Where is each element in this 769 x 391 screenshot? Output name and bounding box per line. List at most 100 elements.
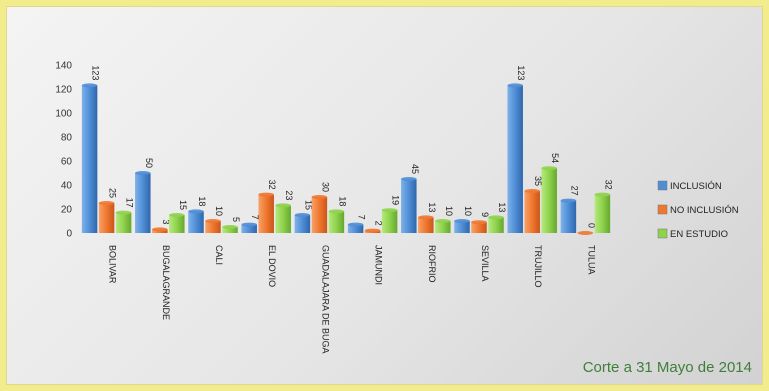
data-label: 13 [497, 202, 507, 212]
bar [541, 168, 557, 233]
data-label: 32 [603, 180, 613, 190]
bar [454, 221, 470, 233]
data-label: 10 [214, 206, 224, 216]
bar [418, 217, 434, 233]
legend-label: NO INCLUSIÓN [670, 205, 739, 216]
bars: 123 25 17 50 3 15 18 10 5 7 32 23 15 30 18 7 2 19 45 13 10 10… [81, 65, 613, 235]
legend-swatch [657, 228, 668, 239]
bar [222, 227, 238, 233]
y-tick-label: 60 [61, 157, 73, 168]
data-label: 15 [178, 200, 188, 210]
bar [507, 85, 523, 234]
bar-top [275, 203, 291, 208]
data-label: 7 [250, 215, 260, 220]
data-label: 9 [480, 212, 490, 217]
bar [347, 224, 364, 233]
footnote: Corte a 31 Mayo de 2014 [583, 359, 752, 376]
bar-top [81, 83, 98, 88]
bar [328, 211, 345, 233]
bar-top [524, 189, 540, 193]
bar-top [471, 220, 487, 225]
category-label: GUADALAJARA DE BUGA [320, 245, 330, 354]
x-axis: BOLIVAR BUGALAGRANDE CALI EL DOVIO GUADALAJA… [108, 245, 597, 354]
data-label: 7 [357, 215, 367, 220]
bar [435, 221, 451, 233]
bar [135, 173, 151, 233]
bar-top [98, 201, 115, 205]
bar [98, 203, 115, 233]
bar-top [169, 213, 185, 217]
data-label: 10 [463, 206, 473, 216]
legend-swatch [657, 204, 668, 215]
bar-top [594, 192, 611, 197]
y-axis: 0 20 40 60 80 100 120 140 [55, 61, 72, 240]
data-label: 10 [444, 206, 454, 216]
bar [258, 194, 274, 233]
bar [594, 194, 611, 233]
bar [275, 205, 291, 233]
y-tick-label: 20 [61, 205, 73, 216]
legend-swatch [657, 180, 668, 191]
data-label: 27 [569, 186, 579, 196]
bar-top [152, 227, 168, 232]
data-label: 18 [197, 196, 207, 206]
bar-top [347, 222, 364, 227]
category-label: SEVILLA [480, 245, 490, 282]
data-label: 17 [125, 198, 135, 208]
bar-top [241, 222, 257, 227]
bar-top [115, 210, 132, 215]
bar [381, 210, 398, 233]
data-label: 35 [533, 176, 543, 186]
bar [188, 211, 204, 233]
bar-top [577, 231, 594, 235]
category-label: BUGALAGRANDE [161, 245, 171, 320]
data-label: 50 [144, 158, 154, 168]
bar [241, 224, 257, 233]
bar-top [311, 195, 328, 199]
category-label: JAMUNDI [374, 245, 384, 285]
category-label: RIOFRIO [427, 245, 437, 283]
bar [169, 215, 185, 233]
category-label: TRUJILLO [533, 245, 543, 288]
data-label: 13 [427, 202, 437, 212]
bar [560, 200, 577, 233]
data-label: 23 [284, 190, 294, 200]
data-label: 54 [550, 153, 560, 163]
bar-top [222, 225, 238, 229]
bar-top [364, 228, 381, 233]
bar-top [454, 219, 470, 223]
bar [205, 221, 221, 233]
bar [471, 222, 487, 233]
data-label: 123 [91, 65, 101, 80]
category-label: EL DOVIO [267, 245, 277, 287]
data-label: 32 [267, 180, 277, 190]
legend: INCLUSIÓN NO INCLUSIÓN EN ESTUDIO [657, 180, 739, 240]
bar-top [188, 209, 204, 214]
bar-top [328, 209, 345, 214]
chart-panel [6, 6, 763, 385]
bar [294, 215, 311, 233]
y-tick-label: 120 [55, 85, 72, 96]
bar-top [418, 215, 434, 220]
data-label: 19 [391, 195, 401, 205]
data-label: 123 [516, 65, 526, 80]
y-tick-label: 80 [61, 133, 73, 144]
data-label: 45 [410, 164, 420, 174]
bar-top [381, 208, 398, 213]
data-label: 3 [161, 219, 171, 224]
bar [311, 197, 328, 233]
bar-top [435, 219, 451, 223]
bar-top [488, 215, 504, 220]
bar-top [541, 166, 557, 171]
data-label: 0 [586, 223, 596, 228]
bar [115, 212, 132, 233]
data-label: 5 [231, 217, 241, 222]
data-label: 25 [108, 188, 118, 198]
legend-label: EN ESTUDIO [670, 229, 728, 240]
bar-top [258, 192, 274, 197]
y-tick-label: 100 [55, 109, 72, 120]
bar-top [294, 213, 311, 217]
bar-top [401, 177, 417, 181]
bar [524, 191, 540, 233]
data-label: 2 [374, 221, 384, 226]
